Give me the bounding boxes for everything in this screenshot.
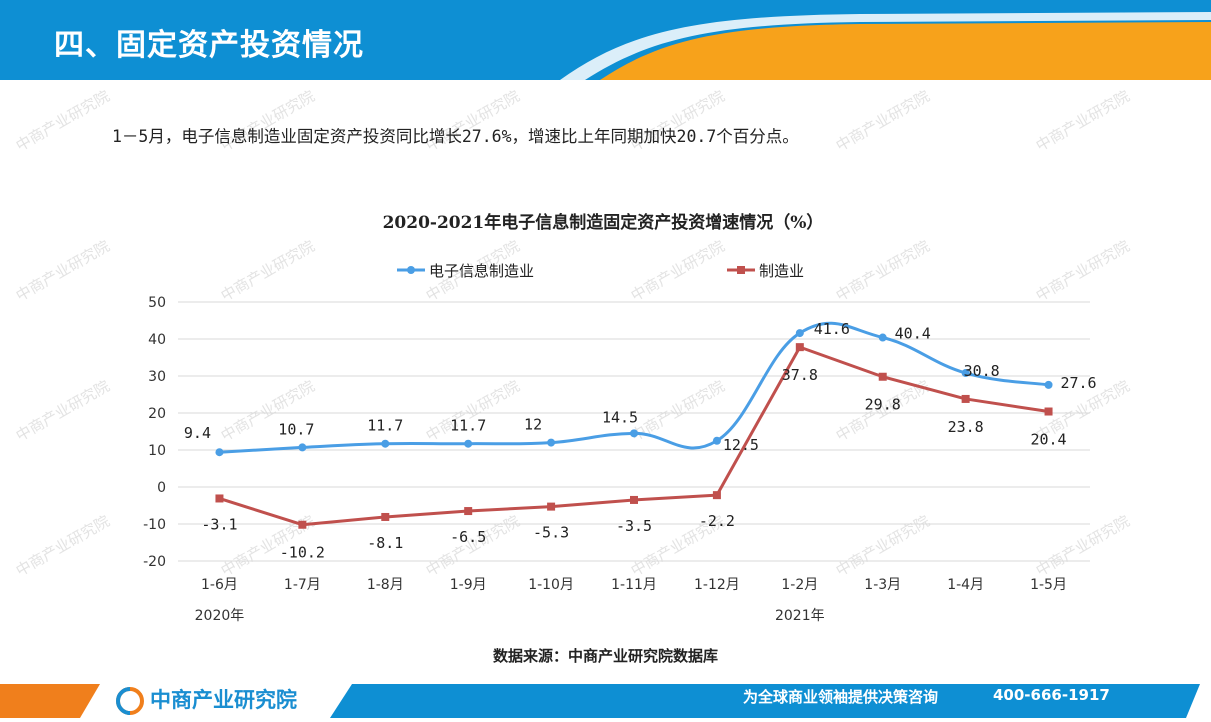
y-tick-label: 10 [148,443,166,459]
data-label: 11.7 [367,417,403,435]
data-point [878,372,887,381]
footer-phone: 400-666-1917 [993,686,1110,704]
legend-label-1: 制造业 [759,262,804,280]
data-point [878,333,887,342]
year-label: 2021年 [775,608,825,624]
data-label: 14.5 [602,408,638,426]
data-point [215,448,224,457]
series-line-0 [219,321,1049,454]
data-label: -6.5 [450,528,486,546]
data-label: 27.6 [1060,374,1096,392]
data-label: -3.1 [201,515,237,533]
page-title: 四、固定资产投资情况 [54,28,364,63]
data-label: 11.7 [450,417,486,435]
chart-series: 9.4 10.7 11.7 11.7 12 14.5 12.5 41.6 40.4 30.8 27.… [184,320,1097,562]
data-point [298,520,307,529]
data-label: 10.7 [278,420,314,438]
footer-blue-bar [330,684,1200,718]
data-point [381,512,390,521]
header-orange-swoosh [600,22,1211,80]
year-label: 2020年 [195,608,245,624]
data-point [1044,380,1053,389]
y-tick-label: 20 [148,406,166,422]
data-label: -10.2 [280,544,325,562]
data-label: 9.4 [184,424,211,442]
data-point [712,491,721,500]
brand-name: 中商产业研究院 [150,688,297,712]
footer-band [0,680,1211,718]
data-point [795,329,804,338]
header-white-stripe [560,12,1211,80]
footer-orange-block [0,684,100,718]
x-tick-label: 1-12月 [694,577,740,593]
data-point [1044,407,1053,416]
y-tick-label: -20 [143,554,166,570]
data-label: 12 [524,416,542,434]
x-tick-label: 1-2月 [781,577,818,593]
data-label: 37.8 [782,366,818,384]
data-label: 41.6 [814,320,850,338]
data-point [712,436,721,445]
brand-logo-icon [116,687,144,715]
footer-shapes [0,684,1200,718]
data-point [464,507,473,516]
legend-marker-1 [737,266,745,274]
data-point [961,394,970,403]
legend-marker-0 [407,266,415,274]
data-source: 数据来源：中商产业研究院数据库 [492,647,718,665]
data-point [547,438,556,447]
y-tick-label: 50 [148,295,166,311]
x-tick-label: 1-6月 [201,577,238,593]
data-point [630,429,638,438]
x-tick-label: 1-10月 [528,577,574,593]
data-label: 40.4 [895,325,931,343]
y-tick-label: 40 [148,332,166,348]
y-tick-label: 30 [148,369,166,385]
header-band: 四、固定资产投资情况 [0,0,1211,80]
y-axis: -20 -10 0 10 20 30 40 50 [143,295,166,570]
x-tick-label: 1-4月 [947,577,984,593]
y-tick-label: -10 [143,517,166,533]
data-label: 12.5 [723,436,759,454]
x-tick-label: 1-11月 [611,577,657,593]
data-point [298,443,307,452]
x-tick-label: 1-7月 [284,577,321,593]
footer-slogan: 为全球商业领袖提供决策咨询 [743,688,939,706]
legend-label-0: 电子信息制造业 [429,262,534,280]
data-label: -3.5 [616,517,652,535]
data-label: -8.1 [367,534,403,552]
data-point [795,343,804,352]
data-label: -5.3 [533,524,569,542]
data-label: 23.8 [948,418,984,436]
data-point [464,439,473,448]
data-point [381,439,390,448]
intro-text: 1－5月，电子信息制造业固定资产投资同比增长27.6%，增速比上年同期加快20.… [112,127,799,146]
x-tick-label: 1-8月 [367,577,404,593]
chart-grid [178,301,1090,562]
data-point [215,494,224,503]
chart-legend: 电子信息制造业 制造业 [397,262,804,280]
data-label: 30.8 [964,362,1000,380]
chart-title: 2020-2021年电子信息制造固定资产投资增速情况（%） [383,212,824,233]
x-tick-label: 1-9月 [450,577,487,593]
y-tick-label: 0 [157,480,166,496]
data-point [961,369,970,378]
data-label: -2.2 [699,512,735,530]
data-point [630,495,638,504]
data-label: 29.8 [865,396,901,414]
x-axis: 1-6月 1-7月 1-8月 1-9月 1-10月 1-11月 1-12月 1-2月 1-3月 1… [195,577,1067,624]
data-point [547,502,556,511]
header-shapes [0,0,1211,80]
data-label: 20.4 [1030,431,1066,449]
x-tick-label: 1-3月 [864,577,901,593]
x-tick-label: 1-5月 [1030,577,1067,593]
